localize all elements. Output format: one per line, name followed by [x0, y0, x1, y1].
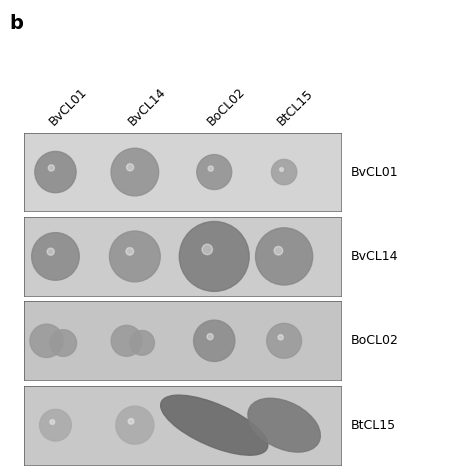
Ellipse shape [111, 148, 159, 196]
Ellipse shape [111, 325, 142, 356]
Text: BtCL15: BtCL15 [275, 87, 316, 128]
Ellipse shape [128, 419, 134, 424]
Ellipse shape [130, 330, 155, 355]
Text: BvCL01: BvCL01 [46, 85, 89, 128]
Ellipse shape [50, 330, 77, 356]
Text: BtCL15: BtCL15 [351, 419, 396, 432]
Text: BvCL14: BvCL14 [351, 250, 398, 263]
Ellipse shape [30, 324, 63, 357]
Text: BoCL02: BoCL02 [205, 85, 248, 128]
Text: BvCL01: BvCL01 [351, 165, 398, 179]
Ellipse shape [32, 233, 79, 280]
Ellipse shape [161, 395, 268, 455]
Ellipse shape [208, 166, 213, 171]
Ellipse shape [50, 419, 55, 424]
Text: BvCL14: BvCL14 [126, 85, 168, 128]
Ellipse shape [109, 231, 160, 282]
Text: BoCL02: BoCL02 [351, 334, 399, 347]
Ellipse shape [202, 244, 212, 255]
Ellipse shape [47, 248, 54, 255]
Ellipse shape [193, 320, 235, 362]
Ellipse shape [39, 410, 71, 441]
Ellipse shape [274, 246, 283, 255]
Ellipse shape [280, 168, 283, 172]
Ellipse shape [278, 335, 283, 340]
Ellipse shape [207, 334, 213, 340]
Text: b: b [9, 14, 23, 33]
Ellipse shape [127, 164, 134, 171]
Ellipse shape [48, 165, 55, 171]
Ellipse shape [35, 151, 76, 193]
Ellipse shape [255, 228, 313, 285]
Ellipse shape [267, 323, 301, 358]
Ellipse shape [248, 398, 320, 452]
Ellipse shape [272, 159, 297, 185]
Ellipse shape [179, 221, 249, 292]
Ellipse shape [126, 247, 134, 255]
Ellipse shape [116, 406, 154, 444]
Ellipse shape [197, 155, 232, 190]
